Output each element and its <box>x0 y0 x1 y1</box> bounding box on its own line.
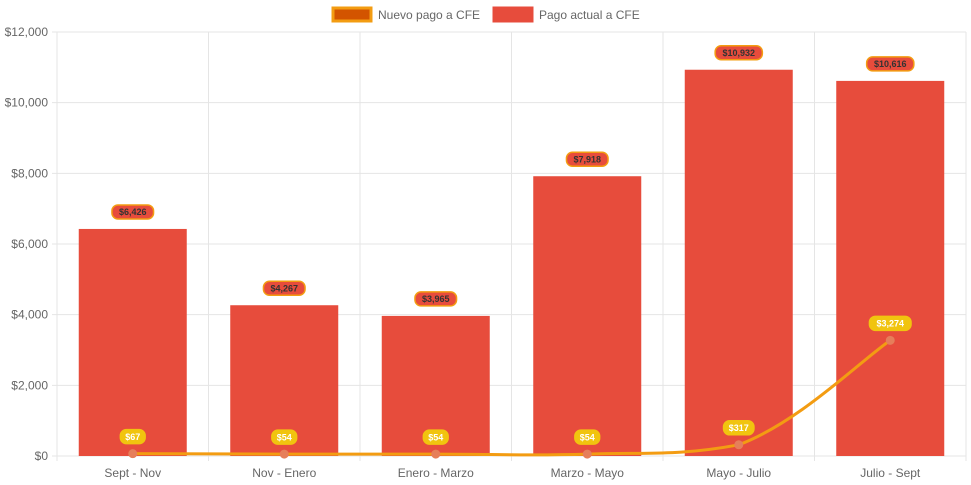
line-value-label-bg <box>422 429 449 445</box>
legend-item-pago-actual-label: Pago actual a CFE <box>539 8 640 22</box>
legend-item-pago-actual-swatch <box>492 6 534 23</box>
line-value-label-text: $54 <box>580 432 595 442</box>
line-value-label: $317 <box>722 420 755 436</box>
bar-value-label-bg <box>865 56 915 72</box>
line-value-label: $54 <box>422 429 449 445</box>
line-path <box>131 338 892 457</box>
line-value-label-bg <box>574 429 601 445</box>
bar-value-label-text: $7,918 <box>573 154 601 164</box>
bar-value-label-bg <box>414 291 458 307</box>
line-value-label-bg <box>119 428 146 445</box>
legend-item-nuevo-pago-swatch <box>331 6 373 23</box>
bar-value-label-bg <box>714 44 764 61</box>
bar-value-label-bg <box>565 151 609 167</box>
line-value-label-text: $67 <box>125 432 140 442</box>
line-value-label-bg <box>722 420 755 436</box>
legend-item-nuevo-pago[interactable]: Nuevo pago a CFE <box>331 6 480 23</box>
line-point <box>734 440 744 450</box>
line-value-label-bg <box>868 315 912 332</box>
bar <box>533 176 642 457</box>
bar-series-pago-actual <box>78 69 945 457</box>
x-tick-label: Nov - Enero <box>252 466 316 480</box>
y-tick-label: $6,000 <box>11 237 48 251</box>
bar-value-label-text: $10,932 <box>722 48 755 58</box>
data-labels: $6,426 $4,267 $3,965 $7,918 $10,932 $10,616 $6… <box>111 44 915 445</box>
line-value-label-bg <box>271 429 298 445</box>
bar-value-label-bg <box>111 204 155 220</box>
line-value-label-text: $54 <box>277 432 292 442</box>
y-tick-label: $8,000 <box>11 166 48 180</box>
y-tick-label: $0 <box>35 449 49 463</box>
line-value-label-text: $3,274 <box>876 319 904 329</box>
x-tick-label: Sept - Nov <box>104 466 161 480</box>
x-tick-label: Mayo - Julio <box>706 466 771 480</box>
bar <box>78 228 187 456</box>
legend[interactable]: Nuevo pago a CFE Pago actual a CFE <box>331 6 640 23</box>
bar-value-label: $3,965 <box>414 291 458 307</box>
bar <box>836 80 945 456</box>
legend-item-pago-actual[interactable]: Pago actual a CFE <box>492 6 640 23</box>
bar-value-label-text: $10,616 <box>874 59 907 69</box>
y-tick-label: $2,000 <box>11 378 48 392</box>
grid-lines <box>52 31 967 461</box>
x-tick-label: Enero - Marzo <box>398 466 474 480</box>
line-point <box>279 449 289 459</box>
bar-value-label-text: $4,267 <box>270 283 298 293</box>
line-point <box>885 335 895 345</box>
bar-value-label-text: $6,426 <box>119 207 147 217</box>
y-tick-label: $12,000 <box>5 25 49 39</box>
line-value-label-text: $317 <box>729 423 749 433</box>
y-tick-label: $4,000 <box>11 308 48 322</box>
line-point <box>431 449 441 459</box>
line-point <box>128 449 138 459</box>
bar-value-label-text: $3,965 <box>422 294 450 304</box>
bar-value-label: $4,267 <box>262 280 306 296</box>
bar-value-label: $10,616 <box>865 56 915 72</box>
x-tick-label: Marzo - Mayo <box>551 466 625 480</box>
bar-value-label: $10,932 <box>714 44 764 61</box>
bar-value-label-bg <box>262 280 306 296</box>
axes: $0 $2,000 $4,000 $6,000 $8,000 $10,000 $12,000… <box>5 25 921 480</box>
line-value-label: $54 <box>574 429 601 445</box>
legend-item-nuevo-pago-label: Nuevo pago a CFE <box>378 8 480 22</box>
line-value-label: $54 <box>271 429 298 445</box>
bar-value-label: $6,426 <box>111 204 155 220</box>
line-value-label: $67 <box>119 428 146 445</box>
bar-value-label: $7,918 <box>565 151 609 167</box>
line-value-label-text: $54 <box>428 432 443 442</box>
x-tick-label: Julio - Sept <box>860 466 921 480</box>
y-tick-label: $10,000 <box>5 96 49 110</box>
line-point <box>582 449 592 459</box>
bar <box>684 69 793 457</box>
line-value-label: $3,274 <box>868 315 912 332</box>
line-series-nuevo-pago <box>128 335 895 459</box>
